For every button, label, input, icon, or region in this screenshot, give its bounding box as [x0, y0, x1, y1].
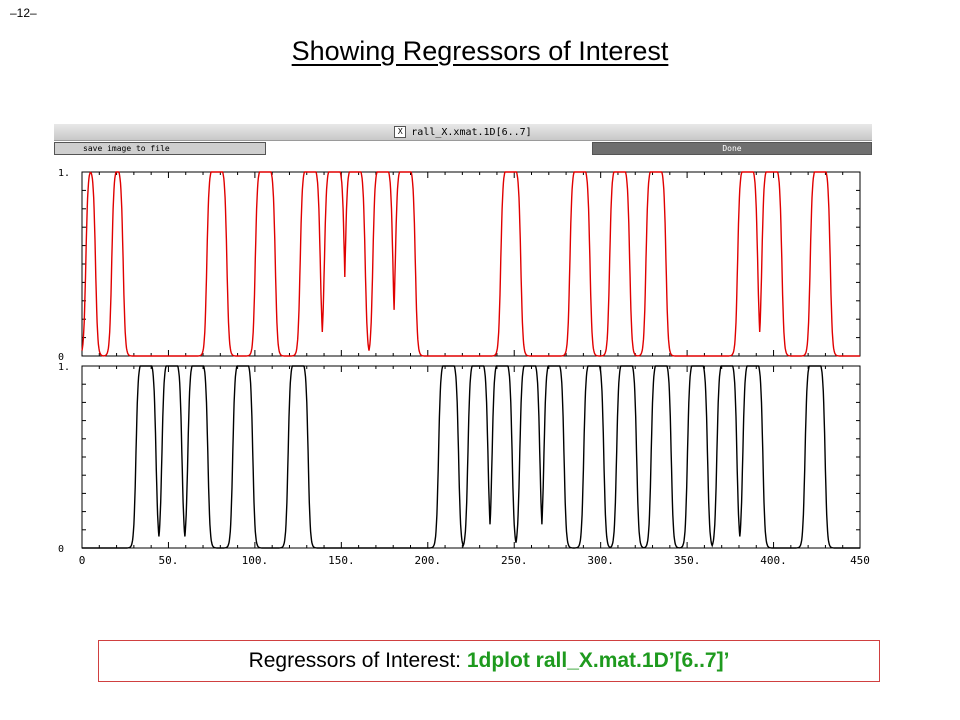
series-line-2 [82, 365, 860, 549]
plot-window: X rall_X.xmat.1D[6..7] 0 1. 0 1. 0 50. 100. 150… [54, 124, 872, 576]
y-tick-label-0: 0 [58, 544, 64, 555]
window-title: rall_X.xmat.1D[6..7] [411, 126, 532, 138]
x-tick-label: 350. [674, 554, 701, 567]
x-tick-label: 0 [79, 554, 86, 567]
series-line-1 [81, 171, 860, 357]
caption-box: Regressors of Interest: 1dplot rall_X.ma… [98, 640, 880, 682]
x-tick-label: 250. [501, 554, 528, 567]
y-tick-label-1: 1. [58, 362, 70, 373]
x-tick-label: 200. [415, 554, 442, 567]
save-image-button[interactable]: save image to file [54, 142, 266, 155]
regressor-plots: 01.01.0 50. 100. 150. 200. 250. 300. 350. 400. 45… [58, 168, 870, 567]
x-tick-label: 50. [159, 554, 179, 567]
done-button[interactable]: Done [592, 142, 872, 155]
x-tick-label: 100. [242, 554, 269, 567]
x-tick-label: 150. [328, 554, 355, 567]
y-tick-label-1: 1. [58, 168, 70, 179]
x-tick-label: 300. [587, 554, 614, 567]
x-tick-label: 450 [850, 554, 870, 567]
x-tick-label: 400. [760, 554, 787, 567]
slide-title: Showing Regressors of Interest [291, 36, 669, 66]
x11-icon: X [394, 126, 407, 138]
window-titlebar[interactable]: X rall_X.xmat.1D[6..7] [54, 124, 872, 141]
plot-frame-1 [81, 171, 861, 357]
caption-command: 1dplot rall_X.mat.1D’[6..7]’ [466, 649, 730, 672]
caption-label: Regressors of Interest: [248, 649, 461, 672]
page-number: –12– [10, 6, 37, 20]
y-tick-label-0: 0 [58, 352, 64, 363]
